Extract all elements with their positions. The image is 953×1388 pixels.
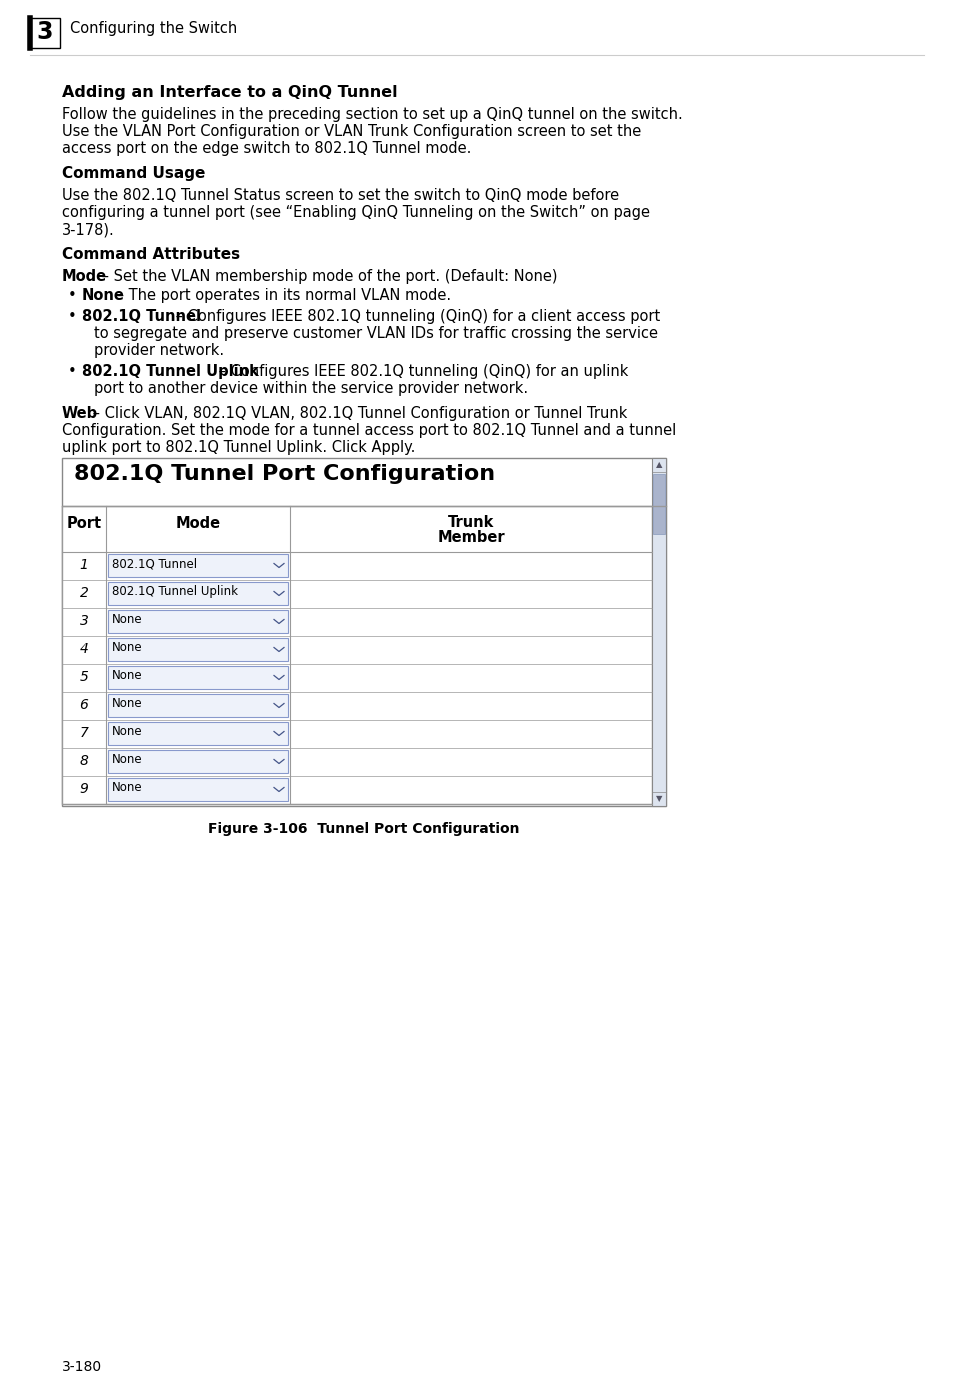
Text: ▼: ▼ xyxy=(655,794,661,804)
Text: 802.1Q Tunnel Uplink: 802.1Q Tunnel Uplink xyxy=(82,364,258,379)
Text: Configuration. Set the mode for a tunnel access port to 802.1Q Tunnel and a tunn: Configuration. Set the mode for a tunnel… xyxy=(62,423,676,439)
Text: •: • xyxy=(68,287,76,303)
Text: Member: Member xyxy=(436,530,504,545)
Text: None: None xyxy=(112,697,143,711)
Text: 802.1Q Tunnel: 802.1Q Tunnel xyxy=(112,557,197,570)
Text: Command Usage: Command Usage xyxy=(62,167,205,180)
Text: 3: 3 xyxy=(79,613,89,627)
Text: Use the VLAN Port Configuration or VLAN Trunk Configuration screen to set the: Use the VLAN Port Configuration or VLAN … xyxy=(62,124,640,139)
Bar xyxy=(108,694,288,718)
Text: ▲: ▲ xyxy=(655,459,661,469)
Text: Adding an Interface to a QinQ Tunnel: Adding an Interface to a QinQ Tunnel xyxy=(62,85,397,100)
Text: 4: 4 xyxy=(79,643,89,657)
Bar xyxy=(62,507,651,804)
Text: 5: 5 xyxy=(79,670,89,684)
Text: Web: Web xyxy=(62,407,98,421)
Text: – Click VLAN, 802.1Q VLAN, 802.1Q Tunnel Configuration or Tunnel Trunk: – Click VLAN, 802.1Q VLAN, 802.1Q Tunnel… xyxy=(88,407,627,421)
Bar xyxy=(108,779,288,801)
Text: 802.1Q Tunnel: 802.1Q Tunnel xyxy=(82,310,201,323)
Text: Command Attributes: Command Attributes xyxy=(62,247,240,262)
Text: – The port operates in its normal VLAN mode.: – The port operates in its normal VLAN m… xyxy=(112,287,451,303)
Text: 9: 9 xyxy=(79,781,89,795)
Text: configuring a tunnel port (see “Enabling QinQ Tunneling on the Switch” on page: configuring a tunnel port (see “Enabling… xyxy=(62,205,649,221)
Bar xyxy=(62,458,665,806)
Text: 2: 2 xyxy=(79,586,89,600)
Bar xyxy=(652,473,664,534)
Text: to segregate and preserve customer VLAN IDs for traffic crossing the service: to segregate and preserve customer VLAN … xyxy=(94,326,658,341)
Text: •: • xyxy=(68,364,76,379)
Bar xyxy=(30,18,60,49)
Text: 3-178).: 3-178). xyxy=(62,222,114,237)
Text: None: None xyxy=(112,725,143,738)
Bar xyxy=(108,750,288,773)
Text: None: None xyxy=(112,781,143,794)
Text: 802.1Q Tunnel Uplink: 802.1Q Tunnel Uplink xyxy=(112,584,237,598)
Bar xyxy=(108,582,288,605)
Text: Figure 3-106  Tunnel Port Configuration: Figure 3-106 Tunnel Port Configuration xyxy=(208,822,519,836)
Text: Use the 802.1Q Tunnel Status screen to set the switch to QinQ mode before: Use the 802.1Q Tunnel Status screen to s… xyxy=(62,187,618,203)
Bar xyxy=(108,722,288,745)
Text: 3-180: 3-180 xyxy=(62,1360,102,1374)
Bar xyxy=(108,666,288,688)
Text: None: None xyxy=(112,754,143,766)
Text: None: None xyxy=(112,669,143,682)
Bar xyxy=(651,458,665,806)
Text: 3: 3 xyxy=(37,19,53,44)
Text: None: None xyxy=(112,641,143,654)
Text: None: None xyxy=(112,613,143,626)
Text: Follow the guidelines in the preceding section to set up a QinQ tunnel on the sw: Follow the guidelines in the preceding s… xyxy=(62,107,682,122)
Text: 8: 8 xyxy=(79,754,89,768)
Bar xyxy=(108,554,288,577)
Bar xyxy=(108,609,288,633)
Text: 802.1Q Tunnel Port Configuration: 802.1Q Tunnel Port Configuration xyxy=(74,464,495,484)
Text: 1: 1 xyxy=(79,558,89,572)
Text: Mode: Mode xyxy=(175,516,220,532)
Text: provider network.: provider network. xyxy=(94,343,224,358)
Text: uplink port to 802.1Q Tunnel Uplink. Click Apply.: uplink port to 802.1Q Tunnel Uplink. Cli… xyxy=(62,440,415,455)
Bar xyxy=(108,638,288,661)
Text: – Set the VLAN membership mode of the port. (Default: None): – Set the VLAN membership mode of the po… xyxy=(97,269,557,285)
Text: 6: 6 xyxy=(79,698,89,712)
Text: Port: Port xyxy=(67,516,101,532)
Text: Configuring the Switch: Configuring the Switch xyxy=(70,21,237,36)
Text: port to another device within the service provider network.: port to another device within the servic… xyxy=(94,380,528,396)
Text: None: None xyxy=(82,287,125,303)
Text: access port on the edge switch to 802.1Q Tunnel mode.: access port on the edge switch to 802.1Q… xyxy=(62,142,471,155)
Text: Mode: Mode xyxy=(62,269,107,285)
Text: 7: 7 xyxy=(79,726,89,740)
Text: – Configures IEEE 802.1Q tunneling (QinQ) for an uplink: – Configures IEEE 802.1Q tunneling (QinQ… xyxy=(213,364,628,379)
Text: •: • xyxy=(68,310,76,323)
Text: Trunk: Trunk xyxy=(447,515,494,530)
Text: – Configures IEEE 802.1Q tunneling (QinQ) for a client access port: – Configures IEEE 802.1Q tunneling (QinQ… xyxy=(171,310,659,323)
